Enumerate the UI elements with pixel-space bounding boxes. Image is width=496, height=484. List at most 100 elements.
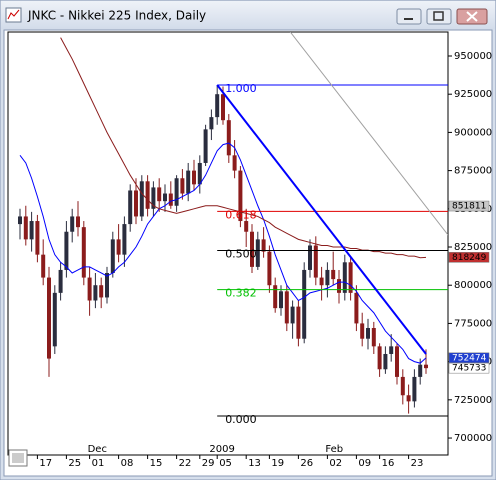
candle-body	[116, 239, 121, 255]
scroll-icon[interactable]	[8, 449, 28, 467]
candle-body	[377, 346, 382, 370]
y-tick-label: 875000	[454, 166, 492, 177]
y-tick-label: 925000	[454, 89, 492, 100]
candle-body	[232, 155, 237, 171]
candle-body	[87, 277, 92, 301]
period-label: 2009	[209, 444, 234, 455]
candle-body	[145, 181, 150, 209]
candle-body	[192, 170, 196, 185]
candle-body	[348, 262, 353, 293]
candle-body	[244, 221, 249, 232]
candle-body	[122, 224, 127, 255]
x-tick-label: 22	[179, 458, 192, 469]
x-tick-label: 29	[202, 458, 215, 469]
candle-body	[134, 190, 138, 217]
price-label: 851811	[452, 202, 486, 212]
price-label: 745733	[452, 364, 486, 374]
candle-body	[395, 346, 399, 377]
candle-body	[35, 221, 40, 255]
x-tick-label: 05	[219, 458, 232, 469]
y-tick-label: 775000	[454, 318, 492, 329]
candle-body	[296, 306, 301, 339]
plot-content: Dec 2009 Feb 1.000 0.618 0.500 0.382 0.000	[18, 32, 448, 455]
candle-body	[383, 353, 388, 370]
candle-body	[302, 269, 307, 339]
window-title: JNKC - Nikkei 225 Index, Daily	[27, 9, 206, 23]
candle-body	[308, 245, 312, 270]
candle-body	[64, 231, 69, 270]
candle-body	[139, 181, 144, 217]
plot-area	[7, 31, 449, 456]
candle-body	[290, 306, 295, 324]
candle-body	[81, 227, 86, 278]
period-label: Feb	[325, 444, 343, 455]
candle-body	[418, 364, 423, 377]
candle-body	[58, 269, 63, 293]
fib-label: 0.618	[225, 208, 257, 221]
period-label: Dec	[88, 444, 107, 455]
window-icon	[5, 7, 22, 23]
fib-label: 1.000	[225, 82, 257, 95]
price-label-box	[448, 200, 490, 212]
x-tick-label: 25	[68, 458, 81, 469]
x-tick-label: 23	[411, 458, 424, 469]
candle-body	[203, 129, 208, 163]
fib-label: 0.382	[225, 287, 257, 300]
fib-label: 0.500	[225, 248, 257, 261]
x-tick-label: 01	[92, 458, 105, 469]
x-tick-label: 02	[329, 458, 342, 469]
trendline	[216, 84, 427, 355]
candle-body	[273, 285, 278, 309]
y-tick-label: 900000	[454, 127, 492, 138]
candle-body	[18, 216, 22, 225]
candle-body	[29, 221, 34, 240]
x-tick-label: 15	[150, 458, 163, 469]
candle-body	[250, 231, 254, 267]
candle-body	[215, 94, 220, 118]
candle-body	[424, 364, 428, 369]
minimize-button[interactable]	[396, 8, 422, 25]
price-label-box	[448, 352, 490, 364]
close-button[interactable]	[456, 8, 488, 25]
price-label-box	[448, 252, 490, 263]
candle-body	[284, 291, 289, 324]
y-tick-label: 825000	[454, 242, 492, 253]
y-tick-label: 950000	[454, 51, 492, 62]
price-label: 818249	[452, 253, 487, 263]
y-tick-label: 725000	[454, 395, 492, 406]
x-tick-label: 17	[39, 458, 52, 469]
maximize-button[interactable]	[426, 8, 452, 25]
candle-body	[99, 285, 104, 298]
candle-body	[93, 285, 98, 301]
candle-body	[47, 277, 51, 359]
x-tick-label: 08	[121, 458, 134, 469]
x-tick-label: 09	[358, 458, 371, 469]
candle-body	[70, 216, 75, 232]
candle-body	[342, 262, 347, 293]
moving-average	[19, 142, 427, 364]
y-tick-label: 800000	[454, 280, 492, 291]
candle-body	[128, 190, 133, 225]
candle-body	[255, 239, 260, 267]
candle-body	[221, 94, 225, 121]
candle-body	[389, 346, 394, 354]
x-tick-label: 16	[382, 458, 395, 469]
candle-body	[23, 216, 28, 240]
price-label-box	[448, 362, 490, 374]
x-tick-label: 19	[271, 458, 284, 469]
candle-body	[105, 272, 109, 298]
candle-body	[110, 239, 115, 273]
candle-body	[354, 292, 359, 324]
candle-body	[197, 162, 202, 185]
candle-body	[168, 193, 173, 206]
candle-body	[360, 323, 365, 339]
candle-body	[209, 117, 214, 130]
candle-body	[226, 120, 231, 156]
candle-body	[366, 328, 370, 339]
candle-body	[337, 279, 341, 293]
candle-body	[52, 292, 57, 347]
candle-body	[325, 269, 330, 286]
candle-body	[313, 245, 318, 278]
price-label: 752474	[452, 353, 487, 363]
